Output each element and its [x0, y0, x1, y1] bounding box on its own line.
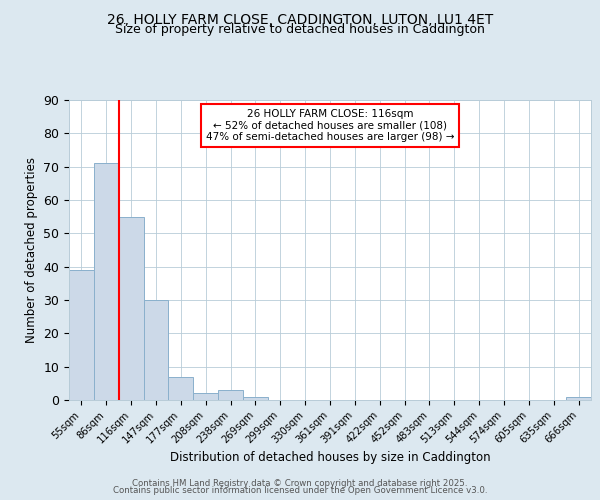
Y-axis label: Number of detached properties: Number of detached properties — [25, 157, 38, 343]
Bar — [94, 164, 119, 400]
Text: 26, HOLLY FARM CLOSE, CADDINGTON, LUTON, LU1 4ET: 26, HOLLY FARM CLOSE, CADDINGTON, LUTON,… — [107, 12, 493, 26]
Text: 26 HOLLY FARM CLOSE: 116sqm
← 52% of detached houses are smaller (108)
47% of se: 26 HOLLY FARM CLOSE: 116sqm ← 52% of det… — [206, 109, 454, 142]
Bar — [193, 394, 218, 400]
Bar — [143, 300, 169, 400]
Bar — [69, 270, 94, 400]
Text: Contains public sector information licensed under the Open Government Licence v3: Contains public sector information licen… — [113, 486, 487, 495]
Bar — [566, 396, 591, 400]
Bar — [119, 216, 143, 400]
Text: Contains HM Land Registry data © Crown copyright and database right 2025.: Contains HM Land Registry data © Crown c… — [132, 478, 468, 488]
Bar — [243, 396, 268, 400]
Bar — [169, 376, 193, 400]
Text: Size of property relative to detached houses in Caddington: Size of property relative to detached ho… — [115, 22, 485, 36]
X-axis label: Distribution of detached houses by size in Caddington: Distribution of detached houses by size … — [170, 451, 490, 464]
Bar — [218, 390, 243, 400]
